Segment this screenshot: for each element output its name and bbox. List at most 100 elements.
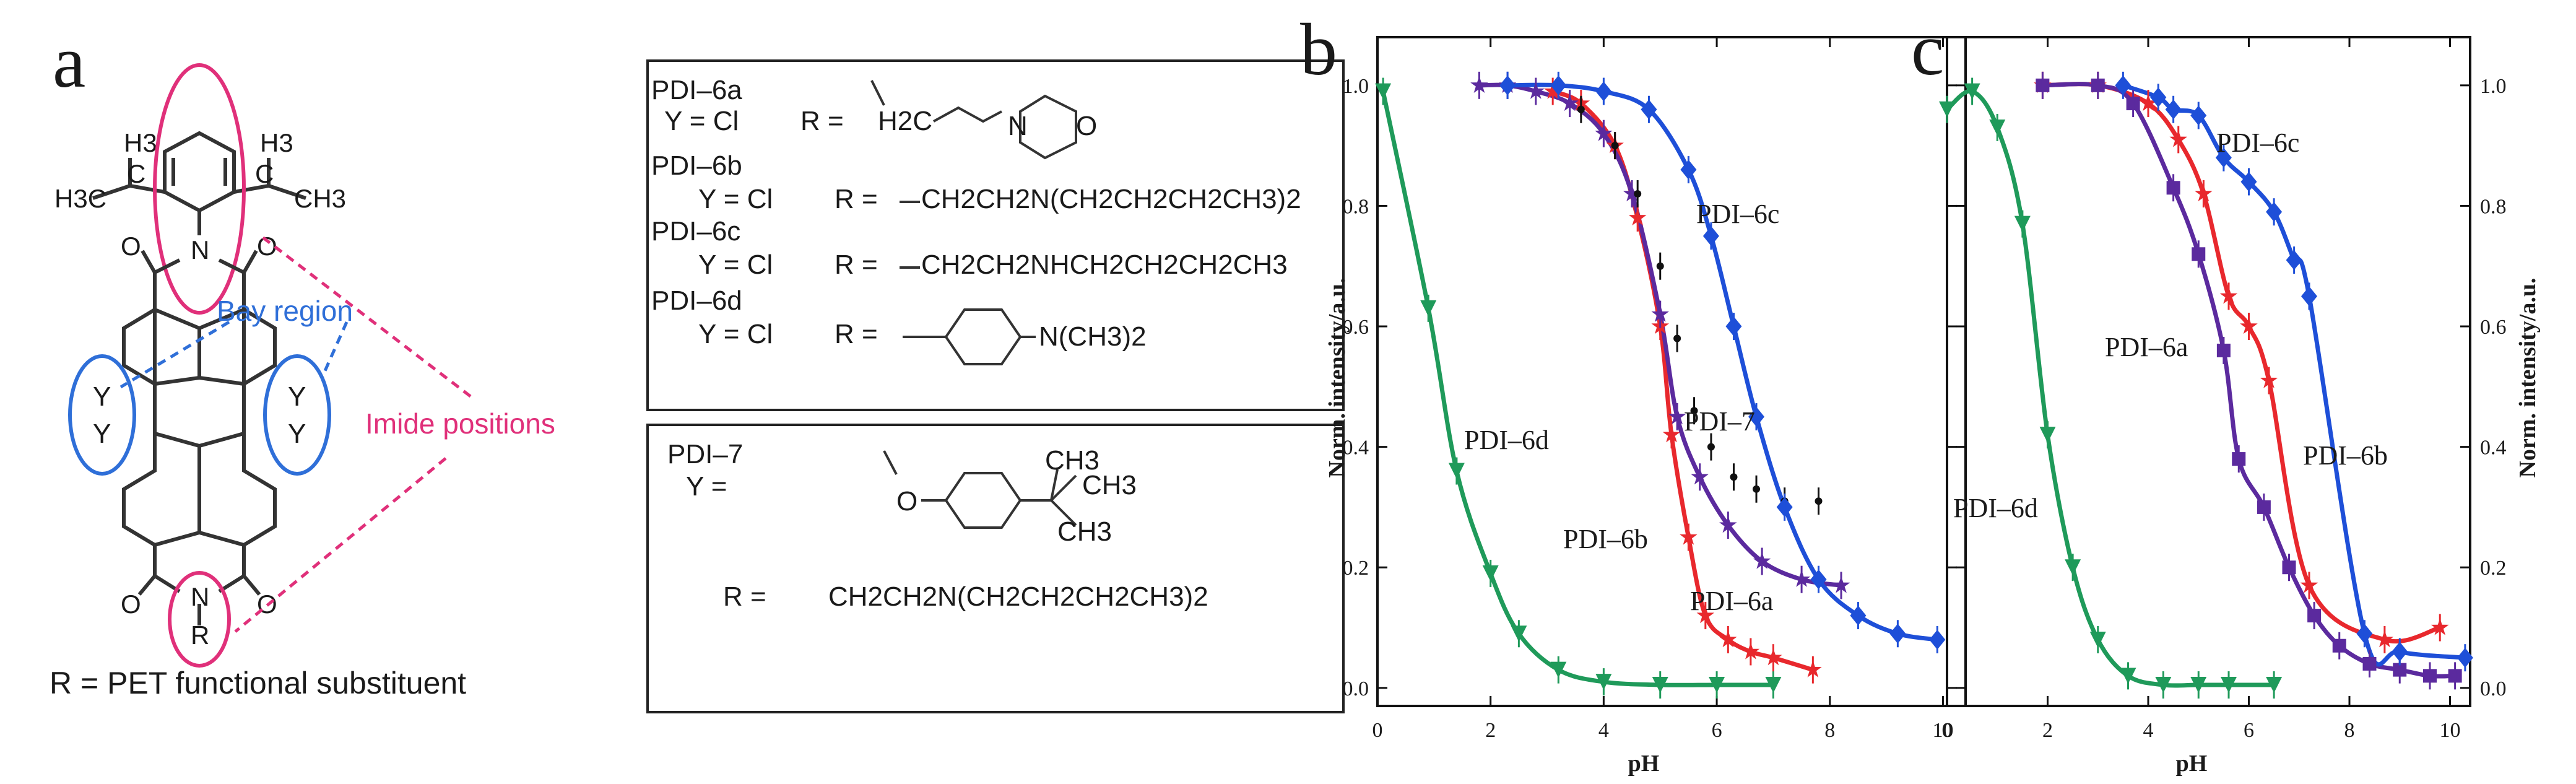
- x-tick-label: 2: [1485, 719, 1496, 742]
- entry-6a-y: Y = Cl: [664, 106, 739, 136]
- y-tick-label: 0.0: [1343, 677, 1369, 700]
- imide-positions-label: Imide positions: [365, 407, 555, 440]
- chart-b-curves: [1381, 82, 1938, 687]
- bay-y-left-2: Y: [93, 419, 111, 449]
- imide-n-bottom-label: N: [191, 582, 209, 611]
- imide-highlight-top: [153, 63, 246, 315]
- substituent-table-svg: PDI–6a Y = Cl R = H2C N O PDI–6b Y = Cl …: [651, 75, 1301, 365]
- morpholine-n: N: [1008, 111, 1028, 141]
- chart-c-points: [1939, 71, 2473, 699]
- pdi7-o-atom: O: [896, 486, 917, 516]
- plot-frame: [1946, 36, 2471, 707]
- bay-highlight-right: [263, 354, 331, 476]
- entry-6b-name: PDI–6b: [651, 150, 742, 181]
- x-tick-label: 0: [1373, 719, 1383, 742]
- chart-b-ylabel: Norm. intensity/a.u.: [1324, 278, 1350, 478]
- panel-letter-c: c: [1911, 8, 1944, 90]
- pet-substituent-caption: R = PET functional substituent: [50, 666, 466, 700]
- entry-6a-name: PDI–6a: [651, 75, 742, 105]
- y-tick-label: 0.6: [1343, 316, 1369, 339]
- chart-c-label-6b: PDI–6b: [2303, 440, 2388, 471]
- oxygen-bottom-left: O: [121, 590, 141, 619]
- chart-b-label-6a: PDI–6a: [1690, 586, 1773, 616]
- entry-6d-r-group: N(CH3)2: [1039, 321, 1147, 352]
- chart-c-label-6a: PDI–6a: [2105, 332, 2188, 362]
- y-tick-label: 0.8: [2480, 195, 2507, 218]
- chart-b-axes: [1376, 36, 1967, 707]
- x-tick-label: 10: [1932, 719, 1953, 742]
- x-tick-label: 4: [2143, 719, 2154, 742]
- panel-a-structure: a H3 H3 C C H3C CH3 N: [50, 20, 555, 700]
- pdi7-r-group: CH2CH2N(CH2CH2CH2CH3)2: [828, 581, 1208, 612]
- chart-c-curves: [1945, 82, 2466, 688]
- y-tick-label: 0.2: [1343, 557, 1369, 580]
- imide-position-arrows: [234, 234, 472, 633]
- chart-b-label-6b: PDI–6b: [1563, 524, 1648, 554]
- x-tick-label: 0: [1942, 719, 1953, 742]
- entry-6d-r-prefix: R =: [835, 319, 878, 349]
- chart-c-ylabel: Norm. intensity/a.u.: [2515, 278, 2541, 478]
- oxygen-top-right: O: [257, 232, 277, 261]
- oxygen-top-left: O: [121, 232, 141, 261]
- entry-6b-r-prefix: R =: [835, 184, 878, 214]
- chart-b-points: [1375, 71, 1946, 699]
- bay-highlight-left: [68, 354, 136, 476]
- r-group-label: R: [191, 621, 209, 650]
- perylene-core: [122, 250, 277, 625]
- x-tick-label: 6: [2244, 719, 2254, 742]
- entry-6c-y: Y = Cl: [698, 250, 773, 280]
- series-curve: [1945, 89, 2275, 688]
- panel-letter-b: b: [1300, 8, 1337, 90]
- x-tick-label: 6: [1712, 719, 1722, 742]
- pdi7-ch3-c: CH3: [1057, 516, 1112, 547]
- pdi7-ch3-b: CH3: [1082, 470, 1137, 500]
- pdi7-r-prefix: R =: [723, 581, 766, 612]
- entry-6d-y: Y = Cl: [698, 319, 773, 349]
- dimethylaminophenyl-structure: [903, 308, 1036, 365]
- plot-frame: [1376, 36, 1967, 707]
- imide-n-top-label: N: [191, 235, 209, 264]
- bay-y-left-1: Y: [93, 381, 111, 412]
- chart-c: c 0 2 4 6 8 10 0.0 0.2 0.4 0.6 0.8 1.0 pH Norm. int…: [1911, 8, 2541, 777]
- x-tick-label: 8: [2344, 719, 2355, 742]
- series-curve: [1551, 89, 1814, 672]
- chart-c-xlabel: pH: [2176, 751, 2208, 777]
- chart-c-label-6c: PDI–6c: [2216, 128, 2299, 158]
- entry-6d-name: PDI–6d: [651, 285, 742, 316]
- y-tick-label: 0.4: [2480, 437, 2507, 460]
- x-tick-label: 4: [1598, 719, 1609, 742]
- entry-6c-r-prefix: R =: [835, 250, 878, 280]
- pdi7-aryloxy-structure: [883, 450, 1077, 529]
- substituent-table: PDI–6a Y = Cl R = H2C N O PDI–6b Y = Cl …: [646, 59, 1345, 411]
- h3-left-label: H3: [124, 128, 157, 157]
- panel-letter-a: a: [53, 20, 85, 103]
- pdi7-y-prefix: Y =: [686, 471, 727, 502]
- pdi7-name: PDI–7: [667, 439, 743, 469]
- series-curve: [1507, 82, 1938, 642]
- y-tick-label: 0.6: [2480, 316, 2507, 339]
- pdi7-structure-svg: PDI–7 Y = O CH3 CH3 CH3 R = CH2CH2N(CH2C…: [667, 439, 1208, 612]
- entry-6c-name: PDI–6c: [651, 216, 740, 246]
- morpholine-structure: [870, 80, 1077, 160]
- chart-c-ticks: 0 2 4 6 8 10 0.0 0.2 0.4 0.6 0.8 1.0: [1942, 37, 2507, 742]
- y-tick-label: 1.0: [2480, 75, 2507, 98]
- chart-c-axes: [1946, 36, 2471, 707]
- x-tick-label: 10: [2440, 719, 2461, 742]
- series-curve: [2042, 82, 2441, 644]
- pdi7-ch3-a: CH3: [1045, 445, 1099, 476]
- entry-6b-r-group: CH2CH2N(CH2CH2CH2CH3)2: [921, 184, 1301, 214]
- x-tick-label: 8: [1824, 719, 1835, 742]
- top-aryl-ring: [92, 131, 306, 235]
- y-tick-label: 0.8: [1343, 195, 1369, 218]
- chart-b-xlabel: pH: [1628, 751, 1660, 777]
- chart-b-label-7: PDI–7: [1684, 406, 1755, 437]
- chart-b-ticks: 0 2 4 6 8 10 0.0 0.2 0.4 0.6 0.8 1.0: [1343, 37, 1966, 742]
- h3-right-label: H3: [260, 128, 293, 157]
- x-tick-label: 2: [2042, 719, 2053, 742]
- pdi7-structure-box: PDI–7 Y = O CH3 CH3 CH3 R = CH2CH2N(CH2C…: [646, 424, 1345, 713]
- chart-b: b 0 2 4 6 8 10 0.0 0.2 0.4 0.6 0.8 1.0 pH Norm. int…: [1300, 8, 1967, 777]
- methyl-right-label: CH3: [294, 184, 346, 213]
- morpholine-o: O: [1076, 111, 1097, 141]
- bay-region-arrows: [119, 320, 349, 389]
- y-tick-label: 0.0: [2480, 677, 2507, 700]
